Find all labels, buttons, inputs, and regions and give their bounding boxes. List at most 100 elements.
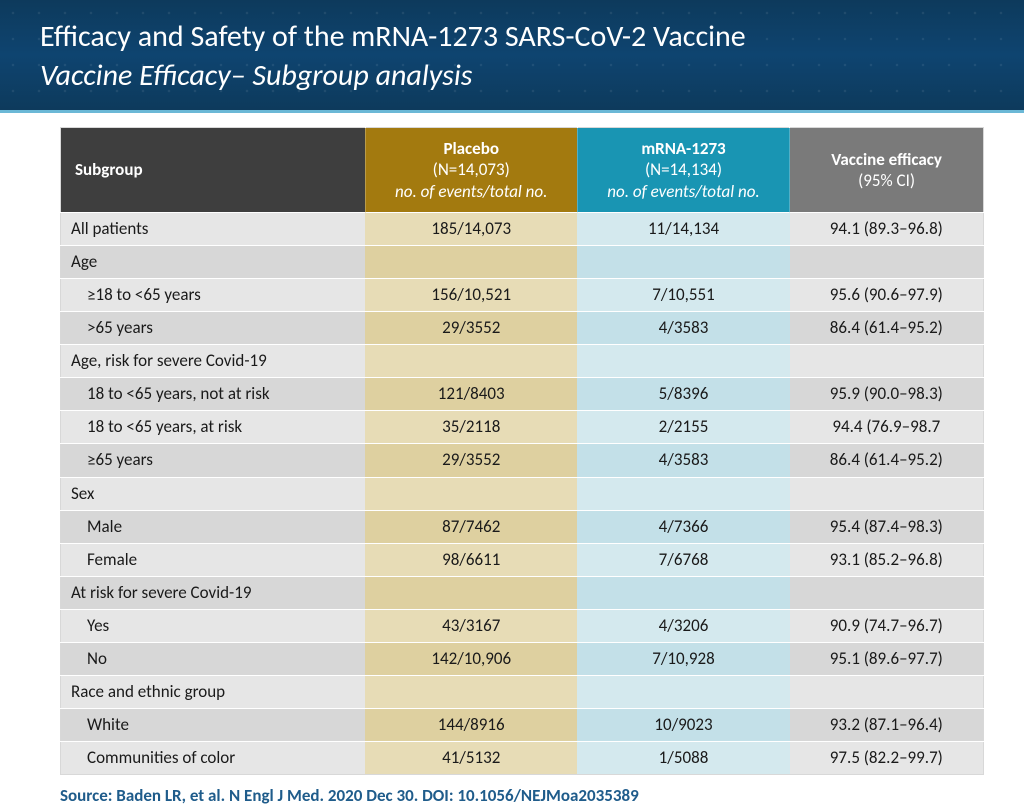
cell-subgroup: All patients [61,212,366,245]
slide-title: Efficacy and Safety of the mRNA-1273 SAR… [40,18,984,55]
source-citation: Source: Baden LR, et al. N Engl J Med. 2… [0,779,1024,806]
table-row: ≥65 years29/35524/358386.4 (61.4–95.2) [61,444,984,477]
cell-placebo [365,345,577,378]
cell-efficacy: 93.1 (85.2–96.8) [790,543,984,576]
cell-efficacy: 90.9 (74.7–96.7) [790,609,984,642]
table-row: Yes43/31674/320690.9 (74.7–96.7) [61,609,984,642]
cell-subgroup: Age [61,245,366,278]
cell-subgroup: White [61,709,366,742]
cell-placebo: 87/7462 [365,510,577,543]
col-header-mrna: mRNA-1273 (N=14,134) no. of events/total… [577,128,789,213]
cell-placebo [365,676,577,709]
cell-efficacy [790,477,984,510]
slide-header: Efficacy and Safety of the mRNA-1273 SAR… [0,0,1024,113]
col-header-label: Vaccine efficacy [831,149,942,170]
cell-placebo: 185/14,073 [365,212,577,245]
col-header-label: Placebo [443,138,499,159]
cell-efficacy [790,245,984,278]
cell-mrna: 4/3583 [577,444,789,477]
cell-subgroup: Sex [61,477,366,510]
table-row: White144/891610/902393.2 (87.1–96.4) [61,709,984,742]
cell-efficacy [790,676,984,709]
table-row: 18 to <65 years, at risk35/21182/215594.… [61,411,984,444]
cell-subgroup: >65 years [61,312,366,345]
cell-mrna [577,345,789,378]
cell-mrna [577,676,789,709]
cell-mrna: 7/6768 [577,543,789,576]
cell-mrna [577,245,789,278]
cell-mrna: 7/10,551 [577,278,789,311]
col-header-sub-italic: no. of events/total no. [374,181,569,202]
table-row: At risk for severe Covid-19 [61,576,984,609]
table-row: Communities of color41/51321/508897.5 (8… [61,742,984,775]
cell-placebo: 29/3552 [365,444,577,477]
cell-efficacy: 86.4 (61.4–95.2) [790,444,984,477]
table-row: All patients185/14,07311/14,13494.1 (89.… [61,212,984,245]
cell-subgroup: Yes [61,609,366,642]
cell-mrna [577,477,789,510]
cell-efficacy: 95.6 (90.6–97.9) [790,278,984,311]
cell-placebo: 142/10,906 [365,642,577,675]
table-container: Subgroup Placebo (N=14,073) no. of event… [0,113,1024,779]
cell-subgroup: At risk for severe Covid-19 [61,576,366,609]
cell-mrna: 7/10,928 [577,642,789,675]
col-header-sub: (N=14,073) [374,159,569,180]
cell-efficacy: 95.9 (90.0–98.3) [790,378,984,411]
col-header-efficacy: Vaccine efficacy (95% CI) [790,128,984,213]
cell-efficacy: 95.1 (89.6–97.7) [790,642,984,675]
col-header-sub: (N=14,134) [586,159,781,180]
cell-placebo [365,477,577,510]
efficacy-table: Subgroup Placebo (N=14,073) no. of event… [60,127,984,775]
slide-subtitle: Vaccine Efficacy– Subgroup analysis [40,57,984,94]
cell-subgroup: ≥65 years [61,444,366,477]
cell-subgroup: Age, risk for severe Covid-19 [61,345,366,378]
col-header-sub: (95% CI) [798,170,975,191]
table-row: No142/10,9067/10,92895.1 (89.6–97.7) [61,642,984,675]
table-row: Female98/66117/676893.1 (85.2–96.8) [61,543,984,576]
cell-mrna: 1/5088 [577,742,789,775]
cell-placebo: 98/6611 [365,543,577,576]
cell-efficacy: 95.4 (87.4–98.3) [790,510,984,543]
col-header-subgroup: Subgroup [61,128,366,213]
cell-subgroup: Male [61,510,366,543]
cell-subgroup: Communities of color [61,742,366,775]
cell-efficacy [790,576,984,609]
cell-efficacy: 97.5 (82.2–99.7) [790,742,984,775]
cell-placebo: 43/3167 [365,609,577,642]
cell-efficacy [790,345,984,378]
cell-mrna: 4/3206 [577,609,789,642]
table-row: Age, risk for severe Covid-19 [61,345,984,378]
table-row: ≥18 to <65 years156/10,5217/10,55195.6 (… [61,278,984,311]
cell-placebo: 156/10,521 [365,278,577,311]
cell-subgroup: 18 to <65 years, at risk [61,411,366,444]
col-header-sub-italic: no. of events/total no. [586,181,781,202]
cell-subgroup: ≥18 to <65 years [61,278,366,311]
cell-subgroup: Race and ethnic group [61,676,366,709]
table-header-row: Subgroup Placebo (N=14,073) no. of event… [61,128,984,213]
cell-efficacy: 94.1 (89.3–96.8) [790,212,984,245]
cell-subgroup: 18 to <65 years, not at risk [61,378,366,411]
cell-efficacy: 93.2 (87.1–96.4) [790,709,984,742]
col-header-label: Subgroup [75,159,143,180]
cell-subgroup: Female [61,543,366,576]
table-row: 18 to <65 years, not at risk121/84035/83… [61,378,984,411]
cell-placebo [365,245,577,278]
cell-mrna: 11/14,134 [577,212,789,245]
col-header-label: mRNA-1273 [641,138,725,159]
table-row: >65 years29/35524/358386.4 (61.4–95.2) [61,312,984,345]
table-row: Sex [61,477,984,510]
cell-subgroup: No [61,642,366,675]
cell-placebo: 121/8403 [365,378,577,411]
cell-placebo: 35/2118 [365,411,577,444]
cell-mrna: 2/2155 [577,411,789,444]
cell-mrna: 4/3583 [577,312,789,345]
cell-placebo [365,576,577,609]
table-row: Age [61,245,984,278]
cell-mrna: 4/7366 [577,510,789,543]
table-row: Male87/74624/736695.4 (87.4–98.3) [61,510,984,543]
cell-mrna: 10/9023 [577,709,789,742]
cell-placebo: 144/8916 [365,709,577,742]
cell-mrna [577,576,789,609]
cell-placebo: 41/5132 [365,742,577,775]
table-body: All patients185/14,07311/14,13494.1 (89.… [61,212,984,775]
